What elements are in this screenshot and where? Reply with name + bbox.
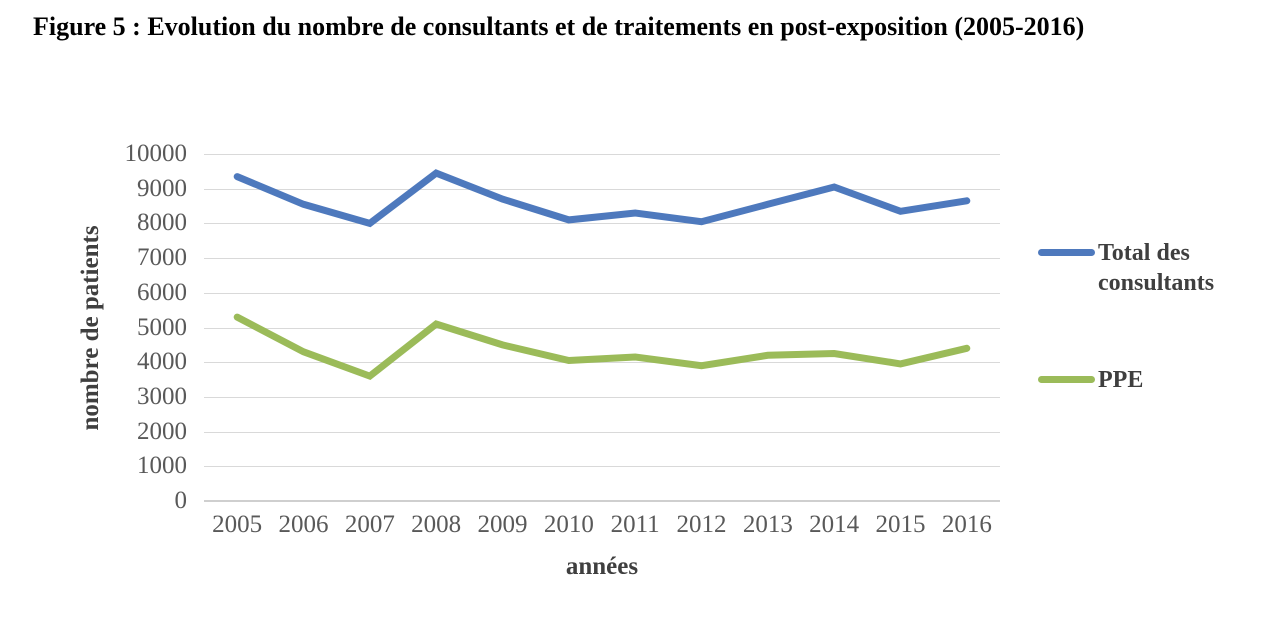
series-line-total-des-consultants	[233, 169, 971, 228]
y-tick-label: 9000	[137, 174, 187, 202]
y-tick-label: 10000	[124, 140, 188, 167]
figure-title: Figure 5 : Evolution du nombre de consul…	[33, 12, 1085, 41]
x-tick-label: 2010	[543, 511, 594, 538]
y-tick-label: 0	[174, 487, 188, 514]
x-tick-label: 2011	[610, 511, 660, 538]
gridline	[204, 466, 1000, 468]
y-tick-label: 6000	[137, 278, 187, 306]
legend-label: Total des consultants	[1098, 240, 1215, 296]
gridline	[204, 223, 1000, 225]
legend-swatch-total-des-consultants	[1038, 249, 1095, 256]
y-tick-label: 2000	[137, 417, 187, 445]
legend-label: PPE	[1098, 367, 1144, 393]
legend-item-ppe: PPE	[1038, 365, 1253, 395]
x-tick-label: 2012	[676, 511, 727, 538]
x-tick-label: 2015	[875, 511, 926, 538]
y-tick-label: 5000	[137, 313, 187, 341]
y-tick-label: 1000	[137, 452, 187, 480]
x-tick-label: 2008	[411, 511, 462, 538]
series-line-ppe	[233, 313, 971, 381]
x-axis-line	[204, 500, 1000, 502]
x-tick-label: 2007	[344, 511, 395, 538]
x-tick-label: 2016	[941, 511, 992, 538]
x-axis-title: années	[565, 553, 639, 580]
gridline	[204, 362, 1000, 364]
gridline	[204, 292, 1000, 294]
x-tick-label: 2005	[212, 511, 263, 538]
x-tick-label: 2014	[809, 511, 860, 538]
gridline	[204, 431, 1000, 433]
y-tick-label: 7000	[137, 244, 187, 272]
x-tick-label: 2006	[278, 511, 329, 538]
legend-item-total-des-consultants: Total des consultants	[1038, 238, 1253, 298]
gridline	[204, 188, 1000, 190]
plot-area	[233, 169, 971, 381]
y-tick-label: 4000	[137, 348, 187, 376]
x-tick-label: 2009	[477, 511, 528, 538]
gridline	[204, 258, 1000, 260]
legend-swatch-ppe	[1038, 376, 1095, 383]
y-tick-label: 8000	[137, 209, 187, 237]
gridline	[204, 154, 1000, 155]
gridline	[204, 327, 1000, 329]
gridline	[204, 396, 1000, 398]
x-tick-label: 2013	[742, 511, 793, 538]
y-tick-label: 3000	[137, 382, 187, 410]
